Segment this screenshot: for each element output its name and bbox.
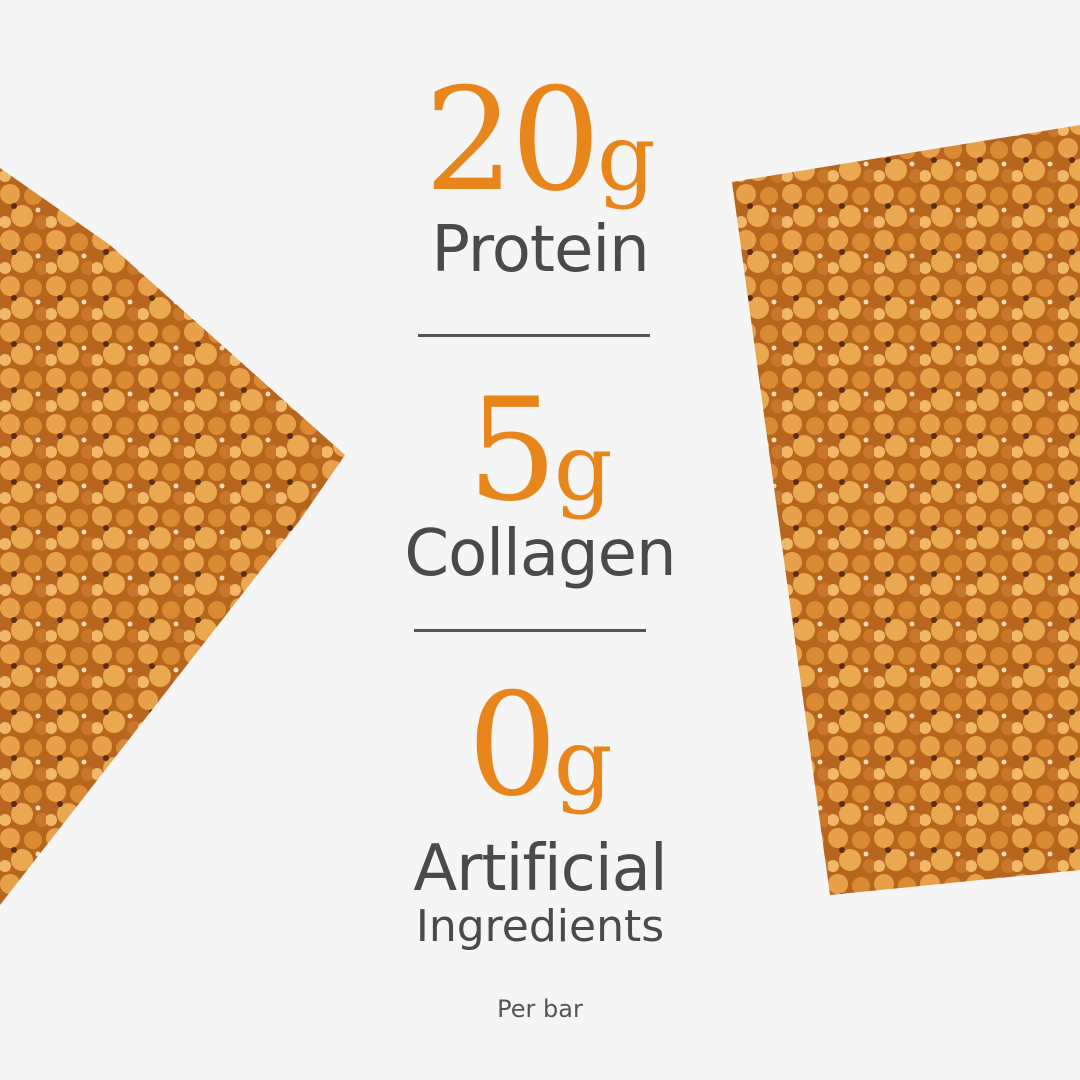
artificial-label: Artificial bbox=[413, 832, 667, 906]
per-bar-note: Per bar bbox=[497, 995, 583, 1023]
divider bbox=[414, 629, 646, 632]
collagen-label: Collagen bbox=[404, 517, 676, 591]
collagen-value: 5g bbox=[467, 368, 613, 533]
divider bbox=[418, 334, 650, 337]
artificial-value: 0g bbox=[467, 663, 613, 828]
right-bar-image bbox=[732, 125, 1080, 895]
stat-protein: 20g Protein bbox=[330, 58, 750, 287]
stat-artificial: 0g Artificial Ingredients Per bar bbox=[330, 663, 750, 1024]
ingredients-label: Ingredients bbox=[415, 901, 665, 952]
protein-value: 20g bbox=[424, 58, 656, 223]
left-bar-image bbox=[0, 168, 345, 905]
stat-collagen: 5g Collagen bbox=[330, 368, 750, 591]
protein-label: Protein bbox=[431, 213, 649, 287]
